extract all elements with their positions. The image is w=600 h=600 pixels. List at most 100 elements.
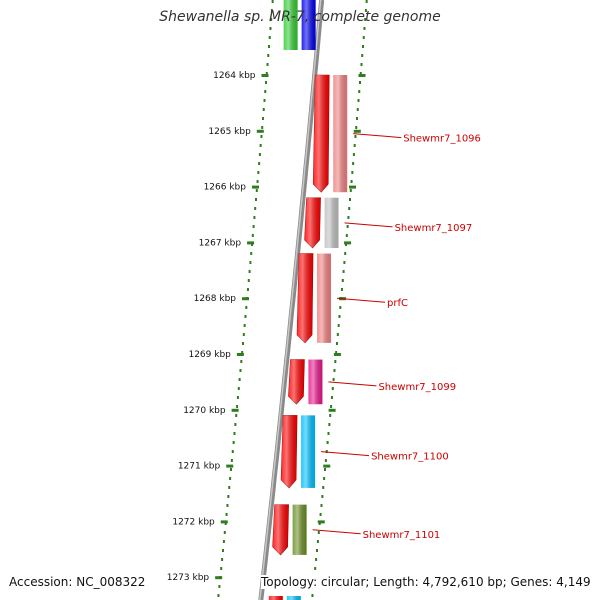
tick-ring-dot: [354, 135, 357, 138]
cds-arrow-shade: [313, 75, 330, 193]
tick-ring-dot: [222, 540, 225, 543]
major-tick: [261, 74, 269, 77]
gene-label-leader: [328, 381, 377, 387]
tick-ring-dot: [355, 117, 358, 120]
tick-ring-dot: [358, 90, 361, 93]
accession-text: Accession: NC_008322: [9, 575, 146, 589]
cds-arrow-shade: [272, 504, 289, 555]
tick-ring-dot: [258, 162, 261, 165]
tick-ring-dot: [269, 27, 272, 30]
partial-gene-top-colored-shade: [301, 0, 316, 50]
tick-ring-dot: [345, 234, 348, 237]
tick-label: 1266 kbp: [204, 183, 247, 193]
tick-ring-dot: [224, 522, 227, 525]
tick-ring-dot: [361, 54, 364, 57]
tick-label: 1268 kbp: [194, 294, 237, 304]
tick-ring-dot: [254, 207, 257, 210]
tick-ring-dot: [263, 99, 266, 102]
tick-ring-dot: [327, 432, 330, 435]
tick-ring-dot: [351, 171, 354, 174]
tick-ring-dot: [318, 522, 321, 525]
tick-ring-dot: [257, 171, 260, 174]
gene-label: Shewmr7_1101: [363, 530, 441, 541]
tick-ring-dot: [232, 441, 235, 444]
tick-label: 1265 kbp: [208, 127, 251, 137]
tick-ring-dot: [252, 225, 255, 228]
tick-ring-dot: [336, 333, 339, 336]
major-tick: [226, 464, 234, 468]
tick-ring-dot: [251, 234, 254, 237]
tick-ring-dot: [343, 261, 346, 264]
tick-ring-dot: [237, 387, 240, 390]
map-title: Shewanella sp. MR-7, complete genome: [159, 9, 441, 25]
tick-ring-dot: [363, 27, 366, 30]
tick-ring-dot: [352, 162, 355, 165]
gene-bar-shade: [333, 75, 348, 193]
tick-ring-dot: [256, 180, 259, 183]
gene-label: prfC: [387, 298, 408, 309]
tick-ring-dot: [233, 432, 236, 435]
tick-ring-dot: [267, 45, 270, 48]
major-tick: [317, 520, 325, 524]
tick-ring-dot: [226, 504, 229, 507]
major-tick: [344, 241, 352, 245]
major-tick: [323, 464, 331, 468]
gene-bar-shade: [292, 504, 307, 555]
tick-ring-dot: [242, 333, 245, 336]
gene-label-leader: [321, 451, 370, 457]
gene-label: Shewmr7_1097: [395, 223, 473, 234]
tick-ring-dot: [317, 531, 320, 534]
tick-label: 1267 kbp: [199, 238, 242, 248]
partial-gene-bottom-colored-shade: [286, 596, 301, 600]
tick-ring-dot: [258, 153, 261, 156]
tick-ring-dot: [322, 486, 325, 489]
tick-ring-dot: [261, 117, 264, 120]
major-tick: [333, 353, 341, 356]
tick-ring-dot: [230, 459, 233, 462]
tick-ring-dot: [360, 63, 363, 66]
tick-ring-dot: [253, 216, 256, 219]
tick-ring-dot: [353, 144, 356, 147]
tick-ring-dot: [338, 315, 341, 318]
tick-ring-dot: [259, 144, 262, 147]
tick-ring-dot: [247, 279, 250, 282]
cds-arrow-shade: [297, 253, 314, 343]
tick-ring-dot: [230, 468, 233, 471]
tick-ring-dot: [239, 369, 242, 372]
major-tick: [242, 297, 250, 301]
major-tick: [348, 185, 356, 189]
tick-label: 1264 kbp: [213, 71, 256, 81]
major-tick: [251, 185, 259, 189]
major-tick: [220, 520, 228, 524]
gene-label: Shewmr7_1100: [371, 452, 449, 463]
tick-ring-dot: [333, 369, 336, 372]
tick-ring-dot: [266, 63, 269, 66]
tick-ring-dot: [249, 261, 252, 264]
tick-ring-dot: [316, 540, 319, 543]
tick-ring-dot: [243, 324, 246, 327]
tick-ring-dot: [231, 450, 234, 453]
tick-ring-dot: [221, 549, 224, 552]
tick-ring-dot: [241, 342, 244, 345]
tick-ring-dot: [325, 450, 328, 453]
tick-ring-dot: [346, 225, 349, 228]
tick-ring-dot: [234, 423, 237, 426]
tick-ring-dot: [270, 18, 273, 21]
tick-label: 1273 kbp: [167, 573, 210, 583]
tick-ring-dot: [349, 189, 352, 192]
gene-bar-shade: [308, 359, 323, 405]
topology-text: Topology: circular; Length: 4,792,610 bp…: [261, 575, 591, 589]
tick-ring-dot: [330, 405, 333, 408]
tick-ring-dot: [331, 387, 334, 390]
tick-ring-dot: [270, 9, 273, 12]
tick-ring-dot: [221, 558, 224, 561]
tick-ring-dot: [347, 216, 350, 219]
major-tick: [236, 353, 244, 356]
major-tick: [256, 129, 264, 133]
tick-ring-dot: [359, 81, 362, 84]
genome-backbone-highlight: [259, 0, 322, 600]
tick-ring-dot: [321, 495, 324, 498]
tick-ring-dot: [341, 279, 344, 282]
major-tick: [353, 129, 361, 133]
tick-ring-dot: [217, 594, 220, 597]
